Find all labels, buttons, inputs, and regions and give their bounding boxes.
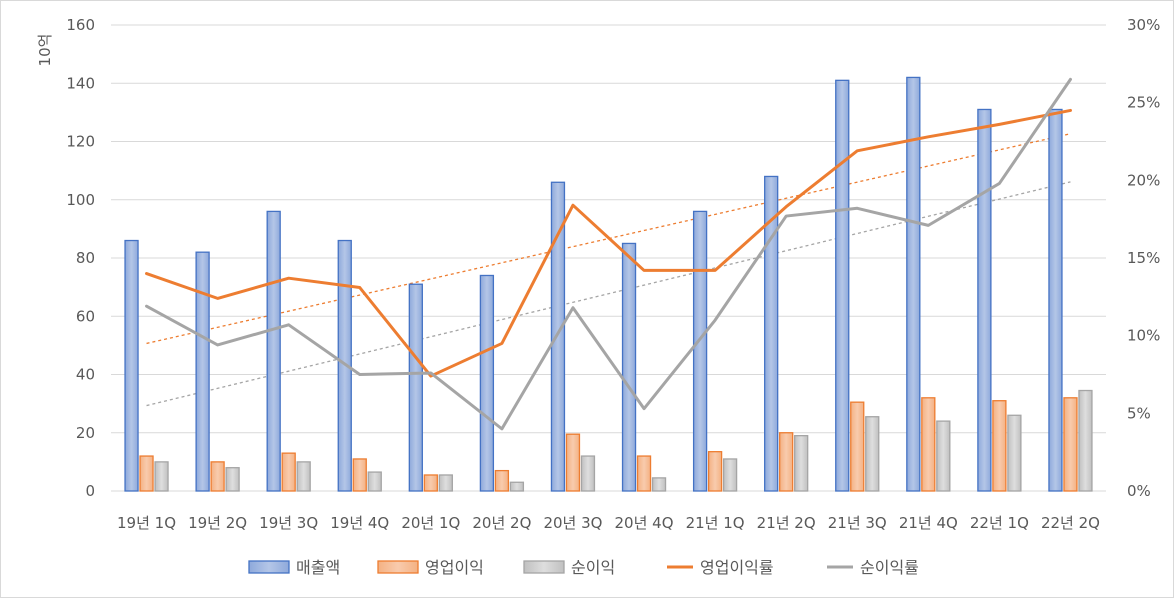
x-tick-label: 20년 3Q xyxy=(543,514,602,532)
bar-매출액 xyxy=(1048,108,1063,492)
legend: 매출액 영업이익 순이익 영업이익률 순이익률 xyxy=(248,558,919,577)
bar-영업이익 xyxy=(352,458,367,492)
legend-swatch-영업이익 xyxy=(377,560,419,574)
x-tick-label: 20년 4Q xyxy=(615,514,674,532)
bar-영업이익 xyxy=(210,461,225,492)
bar-영업이익 xyxy=(707,451,723,492)
y-tick-label: 20 xyxy=(76,424,95,442)
y-axis-title: 10억 xyxy=(36,34,54,67)
bar-영업이익 xyxy=(850,401,865,492)
legend-label-영업이익: 영업이익 xyxy=(425,558,484,577)
y2-tick-label: 30% xyxy=(1127,16,1160,34)
bar-순이익 xyxy=(367,471,382,492)
y2-tick-label: 25% xyxy=(1127,94,1160,112)
y-tick-label: 40 xyxy=(76,366,95,384)
legend-label-영업이익률: 영업이익률 xyxy=(700,558,774,577)
bar-순이익 xyxy=(1078,389,1093,492)
bar-매출액 xyxy=(764,175,779,492)
bars xyxy=(124,76,1093,492)
bar-순이익 xyxy=(438,474,453,492)
x-tick-label: 22년 1Q xyxy=(970,514,1029,532)
bar-영업이익 xyxy=(281,452,296,492)
bar-영업이익 xyxy=(139,455,154,492)
bar-매출액 xyxy=(550,181,566,492)
x-tick-label: 20년 2Q xyxy=(472,514,531,532)
trendlines xyxy=(146,133,1071,407)
bar-순이익 xyxy=(1007,414,1022,492)
y-tick-label: 160 xyxy=(66,16,95,34)
y2-tick-label: 20% xyxy=(1127,171,1160,189)
x-tick-label: 19년 4Q xyxy=(330,514,389,532)
x-tick-label: 21년 4Q xyxy=(899,514,958,532)
line-순이익률 xyxy=(145,77,1072,431)
y-tick-label: 0 xyxy=(85,482,95,500)
bar-순이익 xyxy=(509,481,525,492)
bar-매출액 xyxy=(479,274,495,492)
bar-영업이익 xyxy=(992,400,1007,492)
y2-tick-label: 5% xyxy=(1127,404,1151,422)
bar-순이익 xyxy=(722,458,738,492)
line-영업이익률 xyxy=(145,108,1072,378)
legend-swatch-순이익 xyxy=(523,560,565,574)
lines xyxy=(145,77,1072,431)
bar-순이익 xyxy=(651,477,667,492)
y-tick-label: 80 xyxy=(76,249,95,267)
bar-순이익 xyxy=(225,467,240,492)
bar-매출액 xyxy=(124,239,139,492)
legend-label-순이익률: 순이익률 xyxy=(860,558,919,577)
bar-매출액 xyxy=(906,76,921,492)
bar-순이익 xyxy=(865,416,880,492)
y2-tick-label: 10% xyxy=(1127,327,1160,345)
gridlines xyxy=(111,24,1106,492)
y2-tick-label: 15% xyxy=(1127,249,1160,267)
legend-label-순이익: 순이익 xyxy=(571,558,615,577)
bar-영업이익 xyxy=(565,433,581,492)
y-tick-label: 60 xyxy=(76,307,95,325)
bar-순이익 xyxy=(936,420,951,492)
bar-매출액 xyxy=(621,242,637,492)
bar-매출액 xyxy=(692,210,708,492)
bar-순이익 xyxy=(794,435,809,492)
x-tick-label: 21년 1Q xyxy=(686,514,745,532)
axes: 10억 0 20 40 60 80 100 120 140 160 0% 5% 10% 15% 20% 25… xyxy=(36,16,1160,532)
bar-영업이익 xyxy=(779,432,794,492)
y2-tick-label: 0% xyxy=(1127,482,1151,500)
bar-매출액 xyxy=(266,210,281,492)
bar-순이익 xyxy=(580,455,596,492)
legend-swatch-매출액 xyxy=(248,560,290,574)
bar-영업이익 xyxy=(636,455,652,492)
trendline-순이익률 xyxy=(146,181,1071,407)
x-tick-label: 19년 1Q xyxy=(117,514,176,532)
bar-매출액 xyxy=(408,283,423,492)
bar-영업이익 xyxy=(921,397,936,492)
bar-순이익 xyxy=(296,461,311,492)
x-tick-label: 19년 2Q xyxy=(188,514,247,532)
legend-label-매출액: 매출액 xyxy=(296,558,340,577)
x-tick-label: 19년 3Q xyxy=(259,514,318,532)
bar-매출액 xyxy=(835,79,850,492)
bar-순이익 xyxy=(154,461,169,492)
x-tick-label: 21년 2Q xyxy=(757,514,816,532)
bar-매출액 xyxy=(195,251,210,492)
y-tick-label: 100 xyxy=(66,191,95,209)
y-tick-label: 140 xyxy=(66,74,95,92)
x-tick-label: 20년 1Q xyxy=(401,514,460,532)
x-tick-label: 22년 2Q xyxy=(1041,514,1100,532)
x-tick-label: 21년 3Q xyxy=(828,514,887,532)
bar-영업이익 xyxy=(423,474,438,492)
bar-영업이익 xyxy=(494,469,510,492)
bar-영업이익 xyxy=(1063,397,1078,492)
bar-매출액 xyxy=(977,108,992,492)
y-tick-label: 120 xyxy=(66,133,95,151)
trendline-영업이익률 xyxy=(146,133,1071,345)
